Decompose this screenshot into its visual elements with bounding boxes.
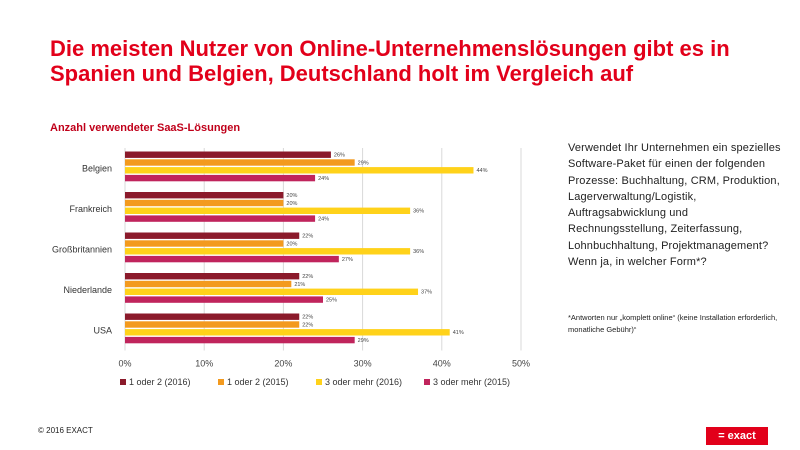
value-label: 37% (421, 290, 432, 296)
x-tick-label: 0% (118, 359, 131, 369)
bar-frankreich-1-oder-2-2016 (125, 192, 284, 199)
legend-swatch (120, 379, 126, 385)
survey-question: Verwendet Ihr Unternehmen ein spezielles… (568, 142, 781, 269)
bar-usa-1-oder-2-2015 (125, 321, 300, 328)
bar-belgien-3-oder-mehr-2016 (125, 167, 474, 174)
value-label: 21% (294, 282, 305, 288)
legend-swatch (218, 379, 224, 385)
bar-gro-britannien-3-oder-mehr-2016 (125, 248, 411, 255)
value-label: 36% (413, 209, 424, 215)
category-label-belgien: Belgien (82, 163, 112, 173)
bars (125, 151, 474, 344)
x-tick-label: 10% (195, 359, 213, 369)
chart-title: Anzahl verwendeter SaaS-Lösungen (50, 122, 241, 134)
category-label-usa: USA (93, 325, 112, 335)
bar-belgien-1-oder-2-2015 (125, 159, 355, 166)
legend-label: 3 oder mehr (2016) (325, 377, 402, 387)
bar-niederlande-3-oder-mehr-2015 (125, 296, 323, 303)
value-label: 22% (302, 234, 313, 240)
copyright: © 2016 EXACT (38, 426, 93, 435)
exact-logo: = exact (706, 427, 768, 445)
legend-label: 3 oder mehr (2015) (433, 377, 510, 387)
legend-label: 1 oder 2 (2016) (129, 377, 191, 387)
bar-niederlande-3-oder-mehr-2016 (125, 288, 419, 295)
value-label: 22% (302, 274, 313, 280)
bar-usa-3-oder-mehr-2016 (125, 329, 450, 336)
legend-label: 1 oder 2 (2015) (227, 377, 289, 387)
value-label: 22% (302, 322, 313, 328)
bar-gro-britannien-1-oder-2-2015 (125, 240, 284, 247)
value-label: 20% (286, 201, 297, 207)
bar-niederlande-1-oder-2-2016 (125, 273, 300, 280)
category-label-frankreich: Frankreich (69, 204, 112, 214)
bar-frankreich-1-oder-2-2015 (125, 199, 284, 207)
bar-gro-britannien-1-oder-2-2016 (125, 232, 300, 239)
value-label: 25% (326, 297, 337, 303)
category-labels: Belgien Frankreich Großbritannien Niederlan… (52, 163, 112, 335)
x-tick-label: 40% (433, 359, 451, 369)
category-label-gro-britannien: Großbritannien (52, 244, 112, 254)
value-label: 26% (334, 153, 345, 159)
x-tick-label: 50% (512, 359, 530, 369)
value-labels: 26%29%44%24%20%20%36%24%22%20%36%27%22%2… (286, 153, 487, 344)
category-label-niederlande: Niederlande (63, 285, 112, 295)
value-label: 20% (286, 193, 297, 199)
value-label: 36% (413, 249, 424, 255)
bar-gro-britannien-3-oder-mehr-2015 (125, 255, 339, 263)
bar-usa-1-oder-2-2016 (125, 313, 300, 320)
bar-frankreich-3-oder-mehr-2015 (125, 215, 316, 222)
value-label: 24% (318, 216, 329, 222)
value-label: 41% (453, 330, 464, 336)
value-label: 20% (286, 241, 297, 247)
bar-niederlande-1-oder-2-2015 (125, 280, 292, 288)
bar-belgien-3-oder-mehr-2015 (125, 174, 316, 182)
legend-swatch (316, 379, 322, 385)
value-label: 24% (318, 176, 329, 182)
bar-belgien-1-oder-2-2016 (125, 151, 331, 158)
value-label: 29% (358, 160, 369, 166)
value-label: 29% (358, 338, 369, 344)
survey-footnote: *Antworten nur „komplett online“ (keine … (568, 313, 778, 334)
value-label: 22% (302, 315, 313, 321)
slide-title: Die meisten Nutzer von Online-Unternehme… (50, 36, 730, 86)
bar-usa-3-oder-mehr-2015 (125, 336, 355, 344)
legend-swatch (424, 379, 430, 385)
x-tick-label: 20% (274, 359, 292, 369)
x-axis-ticks: 0% 10% 20% 30% 40% 50% (118, 359, 530, 369)
legend: 1 oder 2 (2016) 1 oder 2 (2015) 3 oder meh… (120, 377, 510, 387)
value-label: 44% (476, 168, 487, 174)
bar-frankreich-3-oder-mehr-2016 (125, 207, 411, 214)
x-tick-label: 30% (354, 359, 372, 369)
value-label: 27% (342, 257, 353, 263)
